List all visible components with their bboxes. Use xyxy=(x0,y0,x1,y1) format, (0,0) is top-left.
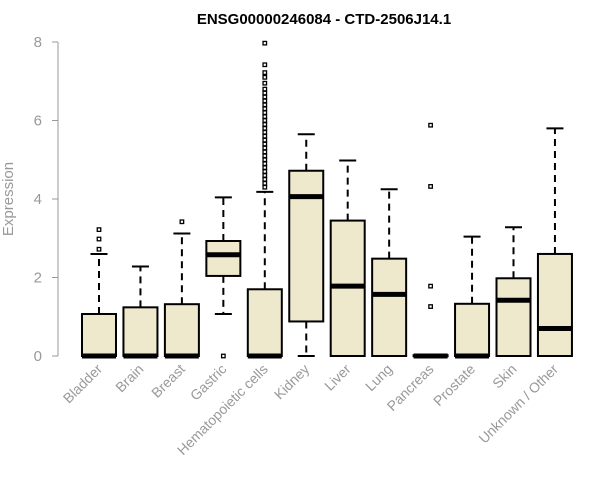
outlier-point xyxy=(262,94,268,100)
outlier-point xyxy=(262,173,268,178)
y-tick-label: 8 xyxy=(34,34,42,51)
y-tick-label: 6 xyxy=(34,113,42,130)
outlier-point xyxy=(262,145,268,151)
y-tick-label: 0 xyxy=(34,348,42,365)
outlier-point xyxy=(262,125,268,131)
outlier-point xyxy=(262,102,268,108)
outlier-point xyxy=(262,141,268,147)
outlier-point xyxy=(179,219,185,225)
box-group xyxy=(536,127,573,357)
outlier-point xyxy=(262,110,268,116)
outlier-point xyxy=(262,98,268,104)
y-tick-label: 2 xyxy=(34,270,42,287)
x-tick-label: Skin xyxy=(489,361,520,392)
box-group xyxy=(371,188,408,357)
box xyxy=(371,257,408,357)
outlier-point xyxy=(262,176,268,182)
y-axis: 0 2 4 6 8 xyxy=(34,34,59,365)
box xyxy=(246,288,283,357)
outlier-point xyxy=(262,118,268,123)
box xyxy=(495,277,532,357)
outlier-point xyxy=(262,106,268,112)
y-tick-label: 4 xyxy=(34,191,42,208)
box xyxy=(163,303,200,358)
outlier-point xyxy=(262,149,268,155)
x-tick-label: Bladder xyxy=(60,361,106,407)
x-tick-label: Unknown / Other xyxy=(475,361,561,447)
box-group xyxy=(205,196,242,359)
box xyxy=(205,239,242,277)
box-group xyxy=(163,219,200,359)
outlier-point xyxy=(262,180,268,186)
x-tick-label: Brain xyxy=(112,361,146,395)
box xyxy=(288,169,325,323)
box-group xyxy=(412,122,449,359)
outlier-point xyxy=(96,236,102,242)
outlier-point xyxy=(428,304,434,309)
box xyxy=(536,252,573,357)
outlier-point xyxy=(428,283,434,289)
outlier-point xyxy=(262,153,268,159)
outlier-point xyxy=(96,227,102,233)
x-tick-label: Kidney xyxy=(271,361,313,403)
box xyxy=(122,306,159,357)
y-axis-label: Expression xyxy=(0,162,17,236)
outlier-point xyxy=(262,40,268,46)
box-group xyxy=(81,227,117,359)
outlier-point xyxy=(262,184,268,190)
box-group xyxy=(454,235,491,359)
box-group xyxy=(495,226,532,357)
outlier-point xyxy=(262,62,268,68)
outlier-point xyxy=(262,161,268,167)
outlier-point xyxy=(262,74,268,80)
box-group xyxy=(122,265,159,359)
box-group xyxy=(329,159,366,357)
box-group xyxy=(288,133,325,357)
x-tick-label: Breast xyxy=(148,361,188,401)
outlier-point xyxy=(262,137,268,143)
chart-title: ENSG00000246084 - CTD-2506J14.1 xyxy=(197,11,451,28)
boxes xyxy=(81,40,573,359)
outlier-point xyxy=(262,157,268,163)
outlier-point xyxy=(220,353,226,359)
outlier-point xyxy=(262,70,268,76)
outlier-point xyxy=(428,184,434,189)
box-group xyxy=(246,40,283,359)
outlier-point xyxy=(262,90,268,96)
outlier-point xyxy=(262,80,268,86)
outlier-point xyxy=(262,133,268,139)
outlier-point xyxy=(428,122,434,128)
x-tick-label: Prostate xyxy=(430,361,478,409)
x-tick-label: Lung xyxy=(362,361,395,394)
x-tick-label: Liver xyxy=(321,361,354,394)
box xyxy=(454,302,491,357)
outlier-point xyxy=(96,246,102,252)
outlier-point xyxy=(262,122,268,127)
outlier-point xyxy=(262,169,268,174)
box xyxy=(81,313,117,358)
outlier-point xyxy=(262,165,268,171)
outlier-point xyxy=(262,114,268,119)
outlier-point xyxy=(262,86,268,92)
outlier-point xyxy=(262,129,268,135)
